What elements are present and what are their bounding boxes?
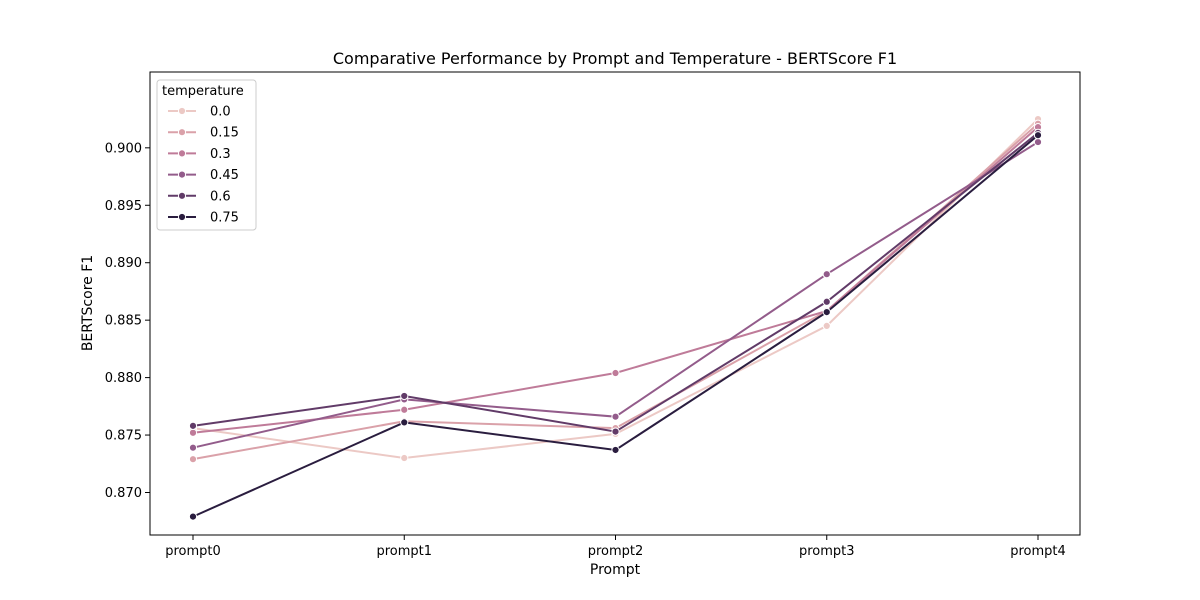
legend-label: 0.0: [210, 105, 231, 120]
data-point: [188, 421, 198, 430]
y-tick-label: 0.875: [105, 429, 142, 444]
x-tick-label: prompt2: [588, 544, 644, 559]
data-point: [611, 427, 620, 436]
data-point: [822, 297, 831, 306]
legend-swatch-marker: [177, 170, 187, 179]
data-point: [400, 453, 409, 463]
series-layer: [188, 115, 1043, 521]
data-point: [400, 418, 409, 427]
data-point: [822, 308, 831, 317]
data-point: [188, 443, 198, 452]
legend-swatch-marker: [177, 212, 187, 222]
legend-item: 0.45: [168, 168, 239, 183]
x-axis-label: Prompt: [590, 562, 641, 578]
legend-box: [156, 79, 257, 231]
x-tick-label: prompt1: [376, 544, 432, 559]
data-point: [822, 321, 831, 331]
legend: temperature 0.0 0.15 0.3 0.45 0.6 0.75: [156, 79, 257, 231]
y-axis-label: BERTScore F1: [80, 255, 96, 351]
data-point: [400, 405, 409, 414]
legend-item: 0.75: [168, 211, 239, 226]
data-point: [611, 412, 620, 421]
legend-label: 0.45: [210, 168, 239, 183]
data-point: [822, 270, 831, 279]
x-tick-label: prompt0: [165, 544, 221, 559]
x-tick-label: prompt4: [1010, 544, 1066, 559]
chart-title: Comparative Performance by Prompt and Te…: [333, 49, 897, 68]
legend-swatch-marker: [177, 149, 187, 158]
legend-label: 0.15: [210, 126, 239, 141]
y-tick-label: 0.890: [105, 256, 142, 271]
y-tick-label: 0.895: [105, 199, 142, 214]
y-tick-label: 0.880: [105, 371, 142, 386]
legend-title: temperature: [162, 84, 244, 99]
axes: prompt0 prompt1 prompt2 prompt3 prompt4 0.870…: [105, 141, 1066, 559]
data-point: [611, 368, 620, 378]
x-tick-label: prompt3: [799, 544, 855, 559]
data-point: [188, 428, 198, 437]
y-tick-label: 0.870: [105, 486, 142, 501]
legend-swatch-marker: [177, 106, 187, 116]
plot-area: [149, 71, 1081, 536]
data-point: [1033, 137, 1043, 147]
legend-label: 0.6: [210, 189, 231, 204]
series-0.6: [188, 128, 1043, 436]
legend-item: 0.6: [168, 189, 231, 204]
legend-swatch-marker: [177, 128, 187, 137]
data-point: [188, 455, 198, 464]
legend-label: 0.3: [210, 147, 231, 162]
y-tick-label: 0.900: [105, 141, 142, 156]
data-point: [611, 445, 620, 455]
data-point: [400, 391, 409, 401]
series-0.75: [188, 131, 1043, 521]
legend-item: 0.3: [168, 147, 231, 162]
data-point: [188, 512, 198, 521]
y-tick-label: 0.885: [105, 314, 142, 329]
legend-item: 0.15: [168, 126, 239, 141]
legend-label: 0.75: [210, 211, 239, 226]
legend-swatch-marker: [177, 191, 187, 200]
legend-item: 0.0: [168, 105, 231, 120]
data-point: [1033, 131, 1043, 140]
